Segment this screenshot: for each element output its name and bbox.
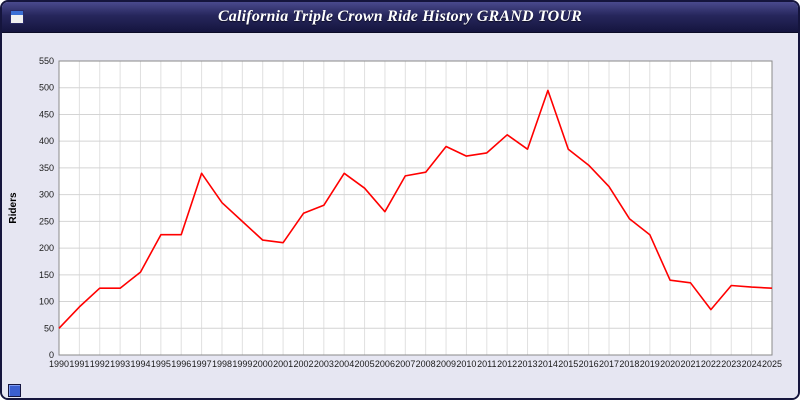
x-tick-label: 1997 bbox=[192, 359, 212, 369]
x-tick-label: 2020 bbox=[660, 359, 680, 369]
plot-border bbox=[58, 60, 773, 356]
x-tick-label: 1993 bbox=[110, 359, 130, 369]
x-tick-label: 1995 bbox=[151, 359, 171, 369]
x-tick-label: 2017 bbox=[599, 359, 619, 369]
x-tick-label: 2005 bbox=[355, 359, 375, 369]
x-tick-label: 1999 bbox=[232, 359, 252, 369]
page-title: California Triple Crown Ride History GRA… bbox=[217, 8, 583, 25]
y-tick-label: 150 bbox=[39, 270, 54, 280]
x-tick-label: 2002 bbox=[293, 359, 313, 369]
x-tick-label: 2014 bbox=[538, 359, 558, 369]
x-tick-label: 2007 bbox=[395, 359, 415, 369]
x-tick-label: 2011 bbox=[477, 359, 496, 369]
chart-panel: 0 50 100 150 200 250 300 350 400 450 500 550 1990 199… bbox=[2, 33, 798, 398]
x-tick-label: 2025 bbox=[762, 359, 782, 369]
resize-handle-icon[interactable] bbox=[8, 384, 21, 397]
y-tick-label: 0 bbox=[49, 350, 54, 360]
x-tick-label: 2012 bbox=[497, 359, 517, 369]
window-icon bbox=[10, 10, 24, 24]
x-tick-label: 2023 bbox=[721, 359, 741, 369]
x-tick-label: 1996 bbox=[171, 359, 191, 369]
title-bar[interactable]: California Triple Crown Ride History GRA… bbox=[2, 2, 798, 33]
riders-line-series bbox=[58, 89, 773, 329]
x-tick-label: 1991 bbox=[69, 359, 89, 369]
y-tick-label: 50 bbox=[44, 323, 54, 333]
x-tick-label: 2021 bbox=[680, 359, 700, 369]
x-tick-label: 1998 bbox=[212, 359, 232, 369]
x-tick-label: 2001 bbox=[273, 359, 293, 369]
x-tick-label: 2018 bbox=[619, 359, 639, 369]
x-tick-label: 2022 bbox=[701, 359, 721, 369]
y-tick-label: 350 bbox=[39, 163, 54, 173]
x-tick-label: 2013 bbox=[518, 359, 538, 369]
x-tick-label: 1992 bbox=[90, 359, 110, 369]
y-axis-title: Riders bbox=[8, 192, 19, 224]
y-tick-label: 400 bbox=[39, 136, 54, 146]
x-tick-label: 1994 bbox=[130, 359, 150, 369]
y-tick-label: 550 bbox=[39, 56, 54, 66]
y-tick-label: 100 bbox=[39, 297, 54, 307]
x-tick-label: 2024 bbox=[742, 359, 762, 369]
x-tick-label: 2008 bbox=[416, 359, 436, 369]
y-tick-label: 250 bbox=[39, 216, 54, 226]
x-tick-label: 2016 bbox=[579, 359, 599, 369]
y-tick-label: 300 bbox=[39, 190, 54, 200]
x-tick-label: 2015 bbox=[558, 359, 578, 369]
y-tick-label: 450 bbox=[39, 109, 54, 119]
x-tick-label: 1990 bbox=[49, 359, 69, 369]
y-tick-label: 200 bbox=[39, 243, 54, 253]
y-tick-label: 500 bbox=[39, 83, 54, 93]
x-tick-label: 2006 bbox=[375, 359, 395, 369]
x-tick-label: 2004 bbox=[334, 359, 354, 369]
x-tick-label: 2009 bbox=[436, 359, 456, 369]
x-tick-label: 2000 bbox=[253, 359, 273, 369]
x-tick-label: 2010 bbox=[456, 359, 476, 369]
x-tick-label: 2019 bbox=[640, 359, 660, 369]
plot-background bbox=[59, 61, 772, 355]
x-tick-label: 2003 bbox=[314, 359, 334, 369]
